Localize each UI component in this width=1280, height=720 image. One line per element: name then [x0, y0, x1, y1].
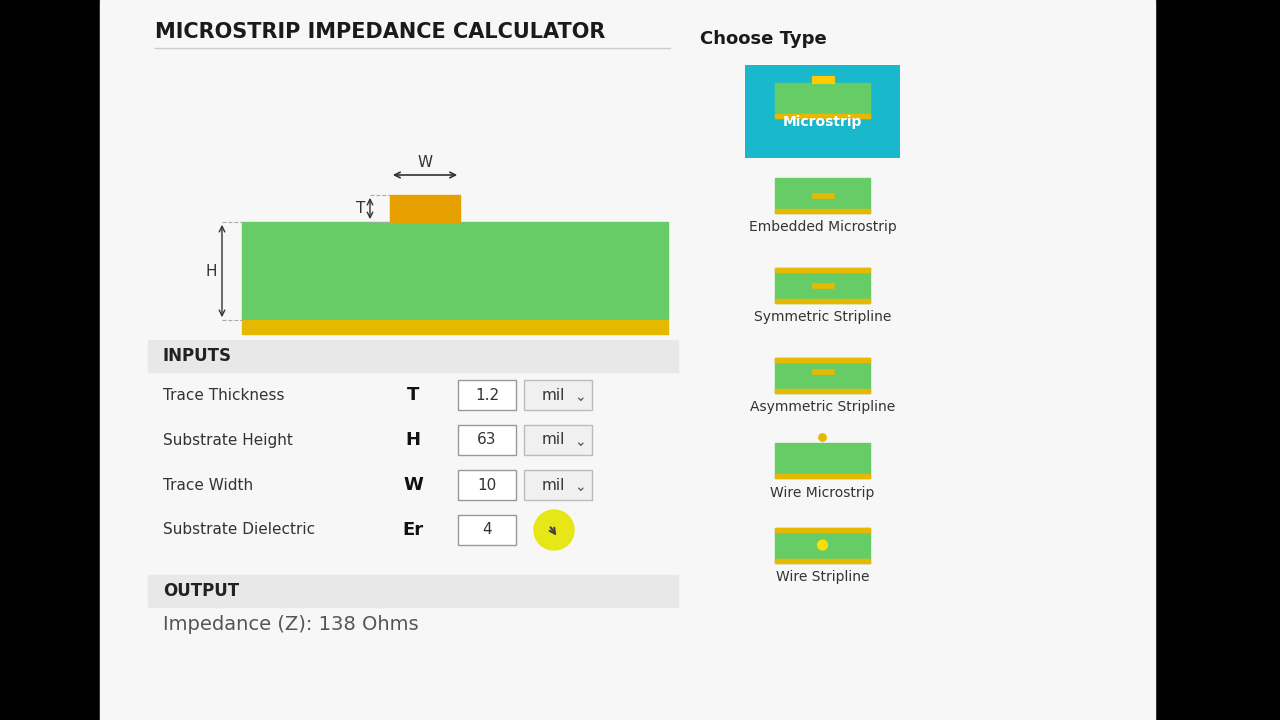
- Text: Wire Microstrip: Wire Microstrip: [771, 485, 874, 500]
- Bar: [242, 320, 668, 334]
- Circle shape: [818, 540, 827, 550]
- Bar: [774, 268, 870, 302]
- Bar: [390, 195, 460, 222]
- Text: Choose Type: Choose Type: [700, 30, 827, 48]
- Bar: [148, 575, 678, 607]
- Text: Er: Er: [402, 521, 424, 539]
- Bar: [812, 282, 833, 287]
- Bar: [774, 209, 870, 212]
- Bar: [1155, 0, 1280, 720]
- Text: 63: 63: [477, 433, 497, 448]
- Text: 10: 10: [477, 477, 497, 492]
- Text: Impedance (Z): 138 Ohms: Impedance (Z): 138 Ohms: [163, 616, 419, 634]
- Text: ⌄: ⌄: [575, 435, 586, 449]
- Bar: [242, 222, 668, 320]
- Text: H: H: [406, 431, 421, 449]
- Bar: [774, 299, 870, 302]
- Text: Embedded Microstrip: Embedded Microstrip: [749, 220, 896, 235]
- Bar: [812, 192, 833, 197]
- Bar: [100, 0, 1155, 720]
- Text: Trace Thickness: Trace Thickness: [163, 387, 284, 402]
- Text: ⌄: ⌄: [575, 480, 586, 494]
- Text: INPUTS: INPUTS: [163, 347, 232, 365]
- Bar: [774, 389, 870, 392]
- Text: Substrate Height: Substrate Height: [163, 433, 293, 448]
- FancyBboxPatch shape: [524, 470, 591, 500]
- Text: Trace Width: Trace Width: [163, 477, 253, 492]
- Bar: [774, 358, 870, 361]
- Bar: [774, 474, 870, 477]
- FancyBboxPatch shape: [524, 380, 591, 410]
- FancyBboxPatch shape: [458, 380, 516, 410]
- Bar: [774, 528, 870, 531]
- Bar: [0, 0, 100, 720]
- FancyBboxPatch shape: [524, 425, 591, 455]
- Bar: [774, 268, 870, 271]
- Bar: [774, 178, 870, 212]
- Text: OUTPUT: OUTPUT: [163, 582, 239, 600]
- Bar: [745, 65, 900, 158]
- Text: W: W: [417, 155, 433, 170]
- Bar: [812, 369, 833, 374]
- Bar: [812, 76, 833, 83]
- FancyBboxPatch shape: [458, 470, 516, 500]
- Text: ⌄: ⌄: [575, 390, 586, 404]
- Circle shape: [818, 433, 827, 441]
- Text: Microstrip: Microstrip: [783, 115, 863, 129]
- Text: W: W: [403, 476, 422, 494]
- Text: Asymmetric Stripline: Asymmetric Stripline: [750, 400, 895, 415]
- Bar: [774, 83, 870, 117]
- Bar: [774, 528, 870, 562]
- Bar: [774, 358, 870, 392]
- FancyBboxPatch shape: [458, 515, 516, 545]
- Text: 4: 4: [483, 523, 492, 538]
- Text: mil: mil: [541, 477, 566, 492]
- Text: MICROSTRIP IMPEDANCE CALCULATOR: MICROSTRIP IMPEDANCE CALCULATOR: [155, 22, 605, 42]
- Bar: [774, 114, 870, 117]
- Text: 1.2: 1.2: [475, 387, 499, 402]
- Text: Symmetric Stripline: Symmetric Stripline: [754, 310, 891, 325]
- Text: T: T: [407, 386, 419, 404]
- Text: mil: mil: [541, 433, 566, 448]
- Text: T: T: [356, 201, 365, 216]
- Text: Substrate Dielectric: Substrate Dielectric: [163, 523, 315, 538]
- Bar: [774, 443, 870, 477]
- Text: Wire Stripline: Wire Stripline: [776, 570, 869, 585]
- Bar: [148, 340, 678, 372]
- FancyBboxPatch shape: [458, 425, 516, 455]
- Text: H: H: [206, 264, 218, 279]
- Text: mil: mil: [541, 387, 566, 402]
- Bar: [774, 559, 870, 562]
- Circle shape: [534, 510, 573, 550]
